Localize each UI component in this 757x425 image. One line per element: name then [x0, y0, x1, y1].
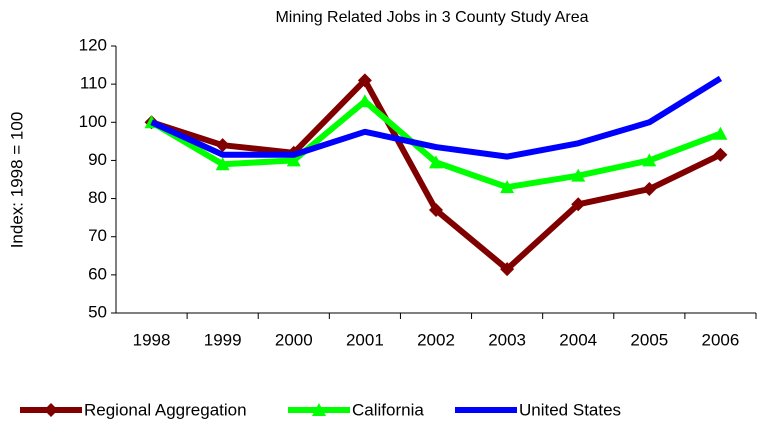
- x-tick-label: 2000: [275, 330, 313, 349]
- y-tick-label: 70: [88, 226, 107, 245]
- x-tick-label: 2005: [630, 330, 668, 349]
- legend-marker: [44, 403, 58, 417]
- y-axis-label: Index: 1998 = 100: [7, 112, 26, 249]
- data-point: [500, 180, 515, 194]
- x-tick-label: 2002: [417, 330, 455, 349]
- y-tick-label: 110: [80, 74, 107, 93]
- series-line: [150, 75, 723, 160]
- data-point: [215, 138, 230, 153]
- series-line: [150, 77, 722, 273]
- legend-label: California: [352, 400, 424, 419]
- legend-marker: [312, 403, 326, 416]
- legend-label: Regional Aggregation: [84, 400, 247, 419]
- x-tick-label: 2003: [488, 330, 526, 349]
- data-point: [642, 153, 657, 167]
- y-tick-label: 100: [79, 112, 107, 131]
- data-point: [357, 94, 372, 108]
- data-point: [571, 197, 586, 212]
- data-point: [713, 126, 728, 140]
- data-point: [642, 182, 657, 197]
- data-point: [429, 155, 443, 169]
- x-tick-label: 1998: [133, 330, 171, 349]
- x-tick-label: 1999: [204, 330, 242, 349]
- y-tick-label: 60: [88, 264, 107, 283]
- y-tick-label: 120: [79, 35, 107, 54]
- data-point: [357, 73, 372, 88]
- y-tick-label: 50: [88, 302, 107, 321]
- y-tick-label: 80: [88, 188, 107, 207]
- data-point: [571, 168, 586, 182]
- data-point: [713, 147, 728, 162]
- x-tick-label: 2004: [559, 330, 597, 349]
- data-point: [500, 262, 515, 277]
- y-tick-label: 90: [88, 150, 107, 169]
- data-point: [429, 203, 443, 218]
- x-tick-label: 2006: [702, 330, 740, 349]
- data-point: [215, 157, 230, 171]
- data-point: [286, 153, 301, 167]
- chart-title: Mining Related Jobs in 3 County Study Ar…: [275, 9, 588, 26]
- x-tick-label: 2001: [346, 330, 384, 349]
- legend-label: United States: [519, 400, 621, 419]
